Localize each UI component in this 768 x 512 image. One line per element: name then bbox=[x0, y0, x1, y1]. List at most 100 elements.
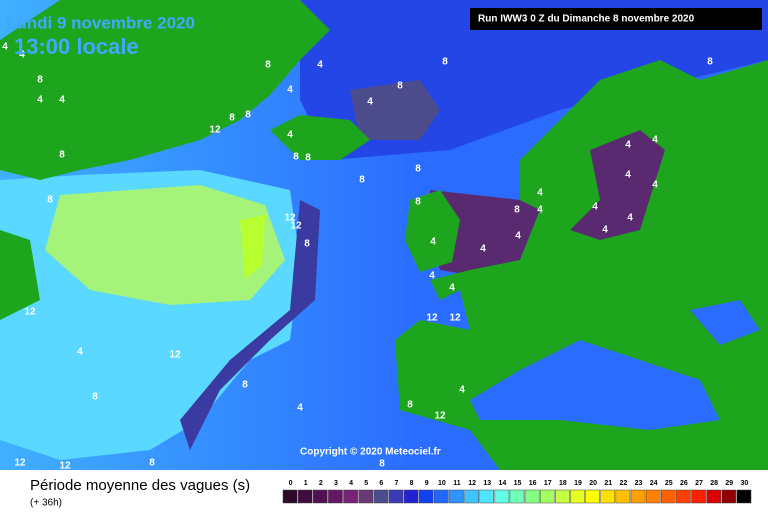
map-label: 12 bbox=[284, 213, 296, 224]
scale-label: 4 bbox=[349, 480, 353, 487]
scale-swatch bbox=[479, 489, 495, 504]
iceland bbox=[270, 115, 370, 160]
scale-label: 27 bbox=[695, 480, 703, 487]
map-label: 8 bbox=[265, 60, 271, 71]
scale-swatch bbox=[313, 489, 328, 504]
scale-swatch bbox=[585, 489, 600, 504]
scale-swatch bbox=[570, 489, 585, 504]
map-label: 8 bbox=[293, 152, 299, 163]
canada bbox=[0, 230, 40, 320]
scale-label: 14 bbox=[498, 480, 506, 487]
map-label: 12 bbox=[24, 307, 36, 318]
scale-swatch bbox=[660, 489, 676, 504]
legend-title: Période moyenne des vagues (s) bbox=[30, 477, 250, 494]
map-label: 8 bbox=[229, 113, 235, 124]
copyright: Copyright © 2020 Meteociel.fr bbox=[300, 447, 441, 458]
scale-label: 3 bbox=[334, 480, 338, 487]
scale-swatch bbox=[721, 489, 737, 504]
scale-label: 30 bbox=[741, 480, 749, 487]
scale-swatch bbox=[555, 489, 570, 504]
map-label: 8 bbox=[304, 239, 310, 250]
map-label: 12 bbox=[434, 411, 446, 422]
map-label: 8 bbox=[242, 380, 248, 391]
baltic-sea bbox=[570, 130, 665, 240]
longest-period-zone bbox=[45, 185, 285, 305]
map-label: 8 bbox=[92, 392, 98, 403]
map-label: 4 bbox=[592, 202, 598, 213]
map-label: 8 bbox=[47, 195, 53, 206]
scale-swatch bbox=[630, 489, 646, 504]
scale-swatch bbox=[434, 489, 449, 504]
scale-label: 5 bbox=[364, 480, 368, 487]
scale-label: 18 bbox=[559, 480, 567, 487]
scale-label: 7 bbox=[395, 480, 399, 487]
map-label: 4 bbox=[430, 237, 436, 248]
map-label: 4 bbox=[317, 60, 323, 71]
scale-swatch bbox=[358, 489, 374, 504]
map-label: 12 bbox=[14, 458, 26, 469]
scale-swatch bbox=[645, 489, 661, 504]
map-label: 4 bbox=[297, 403, 303, 414]
north-sea bbox=[430, 190, 540, 275]
map-label: 4 bbox=[652, 180, 658, 191]
map-label: 8 bbox=[397, 81, 403, 92]
map-label: 4 bbox=[37, 95, 43, 106]
scale-label: 2 bbox=[319, 480, 323, 487]
map-label: 4 bbox=[537, 205, 543, 216]
scale-label: 16 bbox=[529, 480, 537, 487]
map-label: 4 bbox=[515, 231, 521, 242]
scale-label: 12 bbox=[468, 480, 476, 487]
date: Lundi 9 novembre 2020 bbox=[6, 13, 195, 32]
map-label: 8 bbox=[707, 57, 713, 68]
scale-label: 22 bbox=[620, 480, 628, 487]
scale-swatch bbox=[388, 489, 404, 504]
map-label: 8 bbox=[245, 110, 251, 121]
map-label: 12 bbox=[209, 125, 221, 136]
map-label: 4 bbox=[287, 130, 293, 141]
british-isles bbox=[405, 190, 460, 272]
scale-label: 25 bbox=[665, 480, 673, 487]
map-label: 8 bbox=[514, 205, 520, 216]
map-label: 8 bbox=[305, 153, 311, 164]
map-label: 8 bbox=[59, 150, 65, 161]
europe bbox=[395, 60, 768, 470]
scale-swatch bbox=[676, 489, 691, 504]
map-label: 4 bbox=[627, 213, 633, 224]
scale-label: 23 bbox=[635, 480, 643, 487]
short-period-band bbox=[180, 200, 320, 450]
scale-swatch bbox=[373, 489, 389, 504]
scale-swatch bbox=[615, 489, 631, 504]
map-label: 4 bbox=[77, 347, 83, 358]
scale-label: 20 bbox=[589, 480, 597, 487]
map-label: 12 bbox=[449, 313, 461, 324]
scale-swatch bbox=[494, 489, 510, 504]
scale-swatch bbox=[706, 489, 721, 504]
map-label: 4 bbox=[602, 225, 608, 236]
scale-swatch bbox=[464, 489, 479, 504]
scale-swatch bbox=[343, 489, 358, 504]
scale-label: 1 bbox=[304, 480, 308, 487]
scale-label: 8 bbox=[410, 480, 414, 487]
greenland bbox=[0, 0, 330, 180]
run-info: Run IWW3 0 Z du Dimanche 8 novembre 2020 bbox=[478, 14, 695, 25]
map-label: 12 bbox=[169, 350, 181, 361]
scale-label: 11 bbox=[453, 480, 461, 487]
scale-swatch bbox=[691, 489, 706, 504]
map-label: 8 bbox=[415, 164, 421, 175]
map-label: 4 bbox=[367, 97, 373, 108]
map-label: 4 bbox=[537, 188, 543, 199]
scale-label: 0 bbox=[289, 480, 293, 487]
scale-label: 29 bbox=[725, 480, 733, 487]
scale-label: 13 bbox=[483, 480, 491, 487]
scale-label: 6 bbox=[379, 480, 383, 487]
map-label: 8 bbox=[379, 459, 385, 470]
scale-swatch bbox=[449, 489, 464, 504]
legend-lead: (+ 36h) bbox=[30, 498, 62, 509]
scale-swatch bbox=[509, 489, 525, 504]
scale-swatch bbox=[403, 489, 419, 504]
map-label: 8 bbox=[407, 400, 413, 411]
map-label: 8 bbox=[359, 175, 365, 186]
